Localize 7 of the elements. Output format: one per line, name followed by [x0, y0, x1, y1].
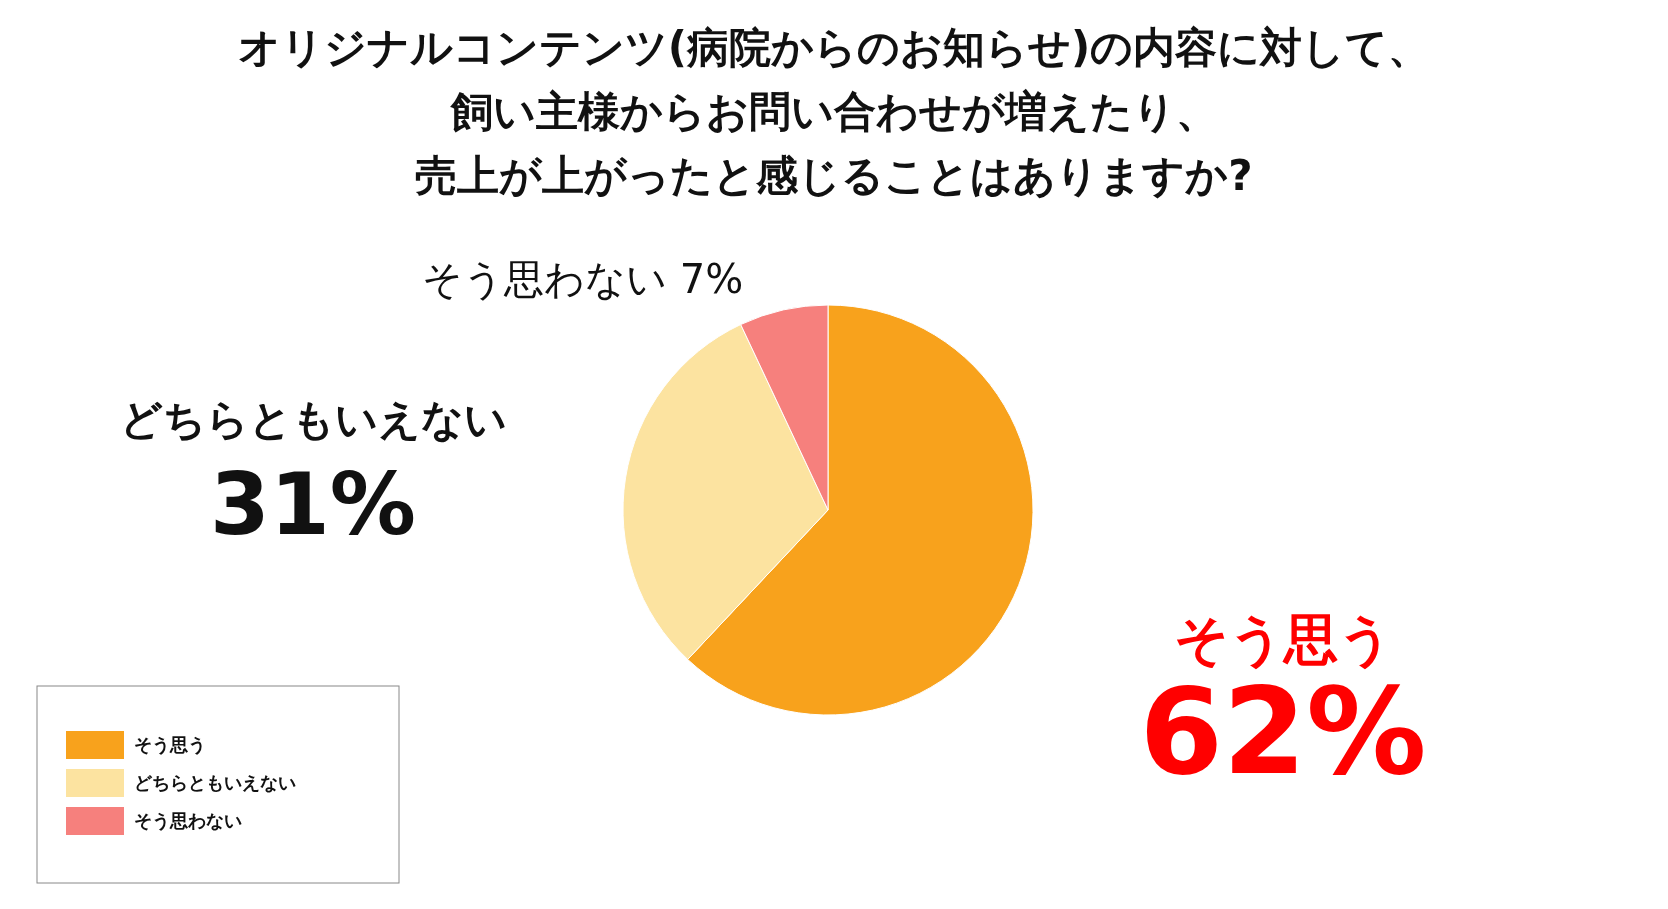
legend-label: どちらともいえない — [134, 772, 296, 793]
chart-title: オリジナルコンテンツ(病院からのお知らせ)の内容に対して、飼い主様からお問い合わせが増えたり、売上が上がったと感じることはありますか? — [237, 23, 1431, 200]
legend-label: そう思わない — [134, 810, 242, 831]
legend-label: そう思う — [134, 734, 206, 755]
slice-label: どちらともいえない — [119, 394, 507, 444]
data-label: 31% — [210, 453, 416, 554]
category-label: そう思わない 7% — [422, 256, 744, 302]
